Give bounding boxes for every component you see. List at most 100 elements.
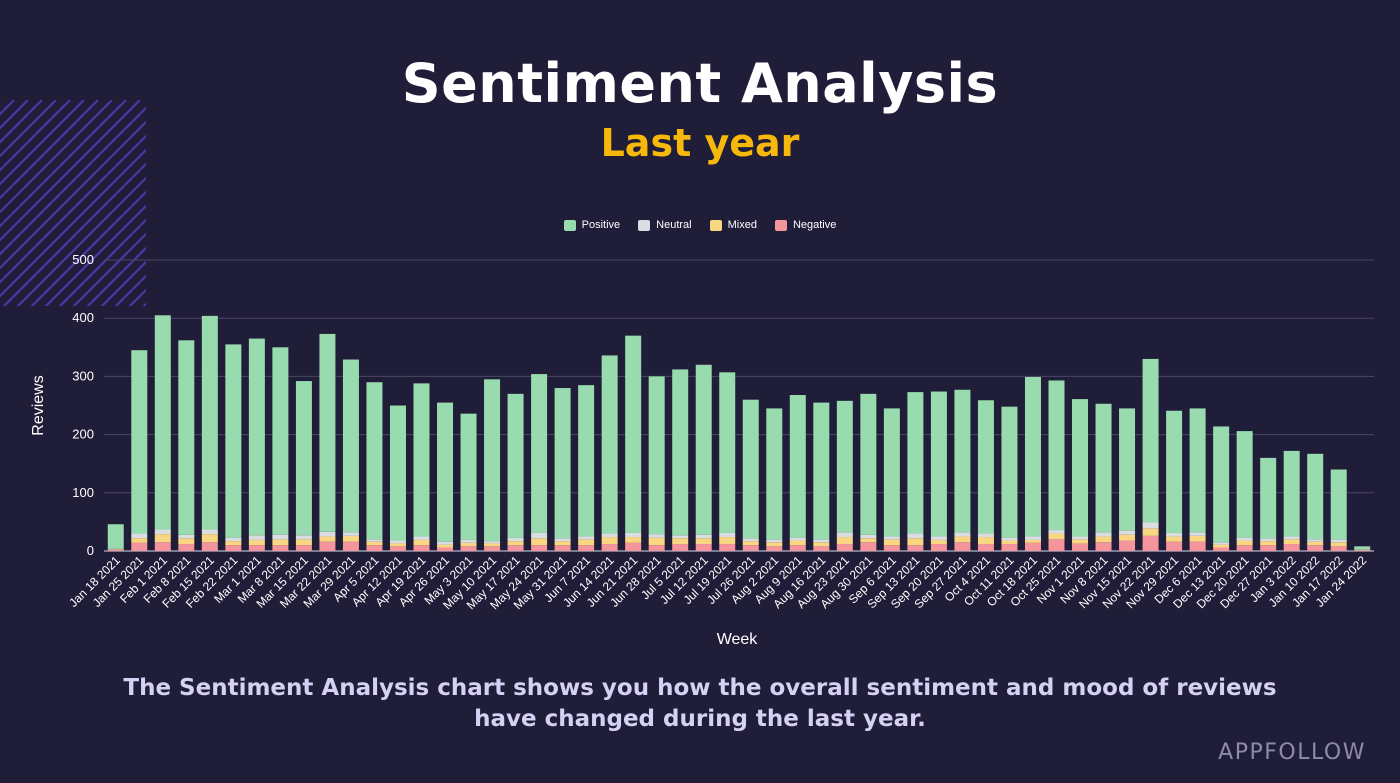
bar-positive: [131, 350, 148, 534]
bar-negative: [1048, 539, 1065, 551]
bar-mixed: [1283, 539, 1300, 545]
y-tick-label: 100: [72, 485, 94, 500]
bar-neutral: [1189, 532, 1206, 536]
bar-neutral: [154, 529, 171, 535]
y-tick-label: 500: [72, 252, 94, 267]
bar-mixed: [131, 538, 148, 543]
bar-mixed: [578, 539, 595, 546]
bar-mixed: [507, 541, 524, 546]
bar-neutral: [531, 532, 548, 539]
bar-mixed: [789, 540, 806, 546]
bar-negative: [601, 544, 618, 551]
bar-neutral: [201, 529, 218, 535]
bar-negative: [578, 545, 595, 551]
bar-mixed: [1072, 539, 1089, 544]
bar-negative: [1283, 544, 1300, 551]
bar-neutral: [248, 535, 265, 540]
bar-negative: [1142, 535, 1159, 551]
bar-negative: [907, 545, 924, 551]
bar-mixed: [413, 539, 430, 546]
bar-neutral: [813, 539, 830, 543]
bar-mixed: [342, 535, 359, 542]
bar-negative: [342, 541, 359, 551]
bar-negative: [954, 542, 971, 551]
bar-mixed: [484, 543, 501, 547]
bar-positive: [178, 340, 195, 535]
bar-mixed: [366, 541, 383, 546]
bar-neutral: [601, 533, 618, 538]
bar-neutral: [1283, 536, 1300, 540]
bar-negative: [1072, 543, 1089, 551]
bar-mixed: [437, 544, 454, 548]
y-tick-label: 300: [72, 368, 94, 383]
bar-negative: [1236, 545, 1253, 551]
bar-positive: [1283, 450, 1300, 537]
bar-positive: [413, 383, 430, 537]
bar-neutral: [860, 534, 877, 539]
bar-negative: [295, 545, 312, 551]
bar-negative: [719, 544, 736, 551]
bar-negative: [742, 545, 759, 551]
bar-neutral: [1095, 532, 1112, 537]
bar-neutral: [1213, 542, 1230, 545]
bar-positive: [1236, 431, 1253, 538]
legend-swatch: [774, 219, 787, 231]
bar-positive: [366, 382, 383, 540]
bar-mixed: [1213, 544, 1230, 548]
bar-negative: [672, 544, 689, 551]
legend-swatch: [709, 219, 722, 231]
bar-negative: [131, 542, 148, 551]
bar-neutral: [1307, 539, 1324, 542]
legend-item-neutral[interactable]: Neutral: [638, 219, 692, 231]
bar-positive: [1354, 546, 1371, 550]
bar-neutral: [1072, 536, 1089, 540]
y-tick-label: 400: [72, 310, 94, 325]
bar-neutral: [1048, 530, 1065, 534]
bar-mixed: [930, 539, 947, 545]
bar-positive: [836, 400, 853, 533]
bar-neutral: [1166, 532, 1183, 537]
bar-mixed: [625, 537, 642, 543]
bar-neutral: [672, 535, 689, 539]
bar-mixed: [1236, 540, 1253, 546]
bar-positive: [437, 402, 454, 542]
bar-neutral: [366, 539, 383, 542]
bar-positive: [225, 344, 242, 538]
bar-positive: [719, 372, 736, 533]
bar-neutral: [460, 539, 477, 543]
bar-positive: [601, 355, 618, 534]
bar-mixed: [1354, 549, 1371, 551]
bar-mixed: [813, 542, 830, 547]
bar-negative: [201, 542, 218, 551]
bar-neutral: [389, 540, 406, 544]
bar-negative: [107, 549, 124, 551]
legend-label: Negative: [792, 219, 837, 231]
legend-item-mixed[interactable]: Mixed: [709, 219, 757, 231]
bar-mixed: [460, 542, 477, 547]
bar-negative: [531, 545, 548, 551]
bar-neutral: [225, 537, 242, 542]
y-tick-label: 200: [72, 427, 94, 442]
legend-swatch: [563, 219, 576, 231]
bar-negative: [836, 544, 853, 551]
legend-item-negative[interactable]: Negative: [774, 219, 837, 231]
bar-mixed: [1048, 533, 1065, 540]
legend-label: Mixed: [727, 219, 757, 231]
bar-neutral: [907, 533, 924, 539]
bar-negative: [484, 546, 501, 551]
bar-positive: [1072, 399, 1089, 537]
bar-mixed: [719, 537, 736, 545]
bar-positive: [295, 381, 312, 536]
bar-neutral: [437, 541, 454, 545]
bar-neutral: [1330, 539, 1347, 543]
legend-item-positive[interactable]: Positive: [563, 219, 620, 231]
bar-positive: [460, 413, 477, 540]
bar-neutral: [484, 541, 501, 544]
bar-positive: [507, 393, 524, 538]
bar-negative: [554, 545, 571, 551]
bar-negative: [319, 541, 336, 551]
bar-positive: [1213, 426, 1230, 543]
bar-mixed: [389, 543, 406, 547]
bar-negative: [248, 545, 265, 551]
bar-neutral: [178, 534, 195, 539]
